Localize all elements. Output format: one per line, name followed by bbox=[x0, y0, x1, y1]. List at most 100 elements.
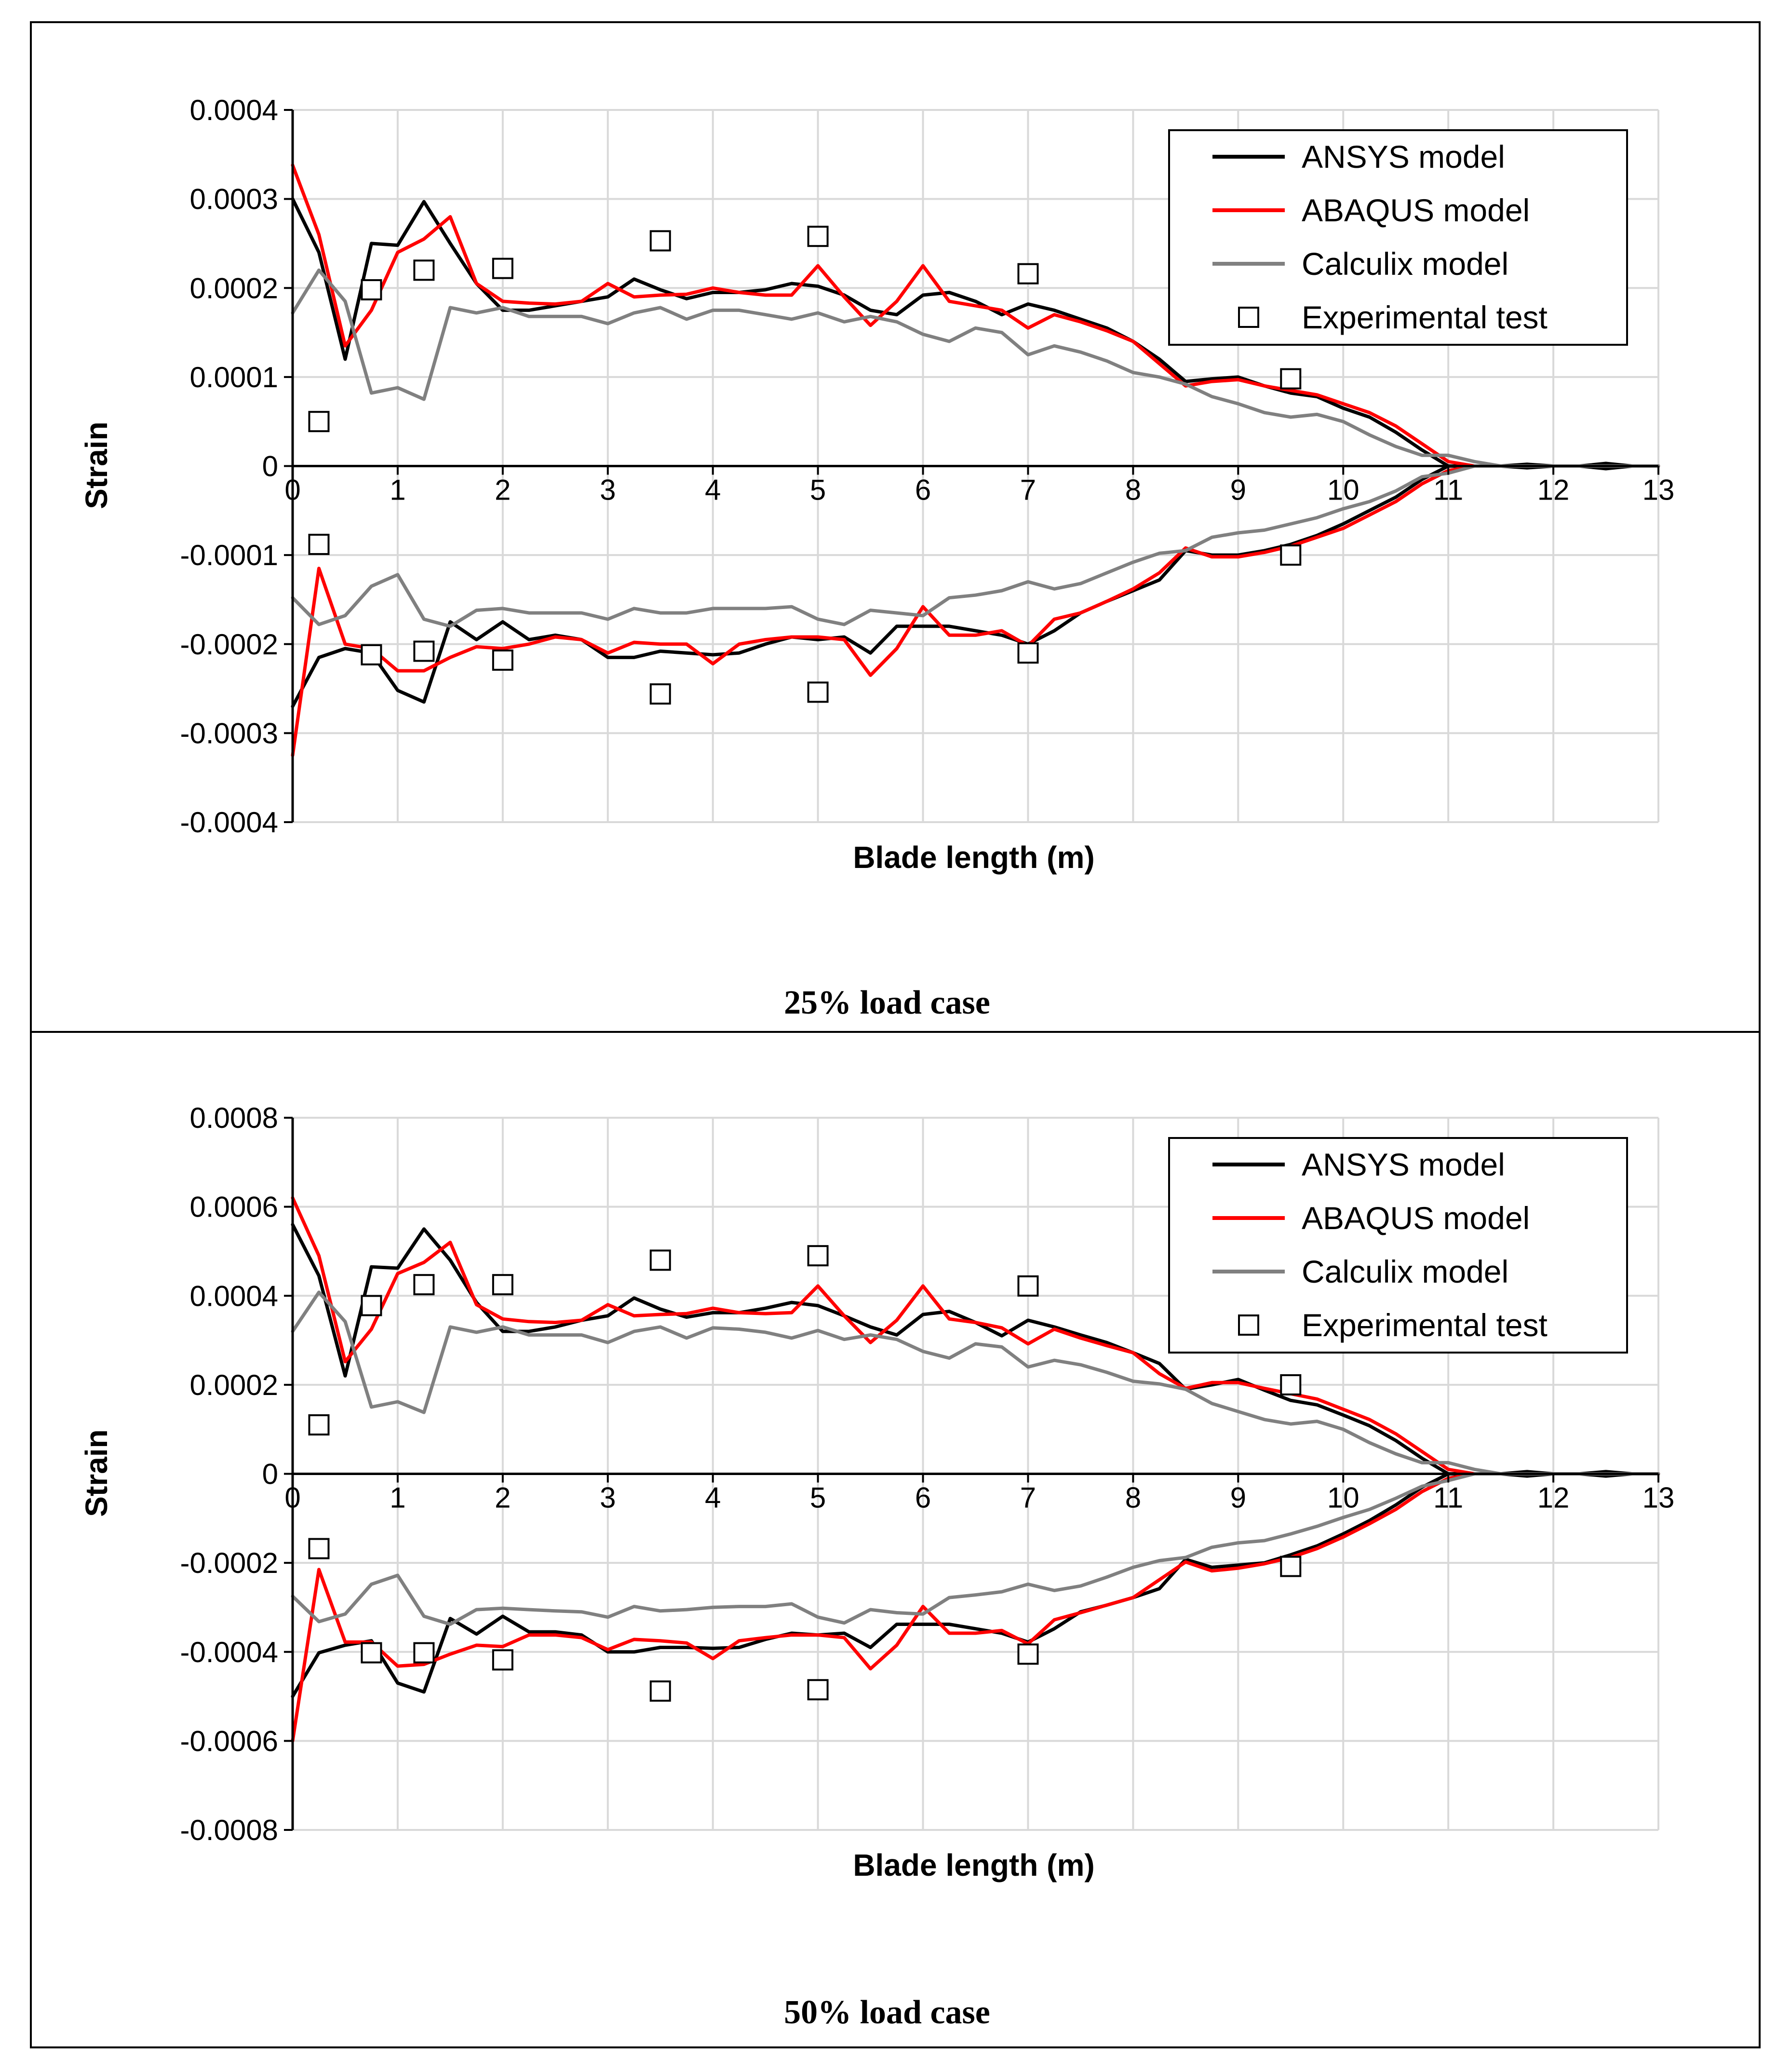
y-tick-label: 0.0002 bbox=[189, 1369, 278, 1401]
y-tick-labels: -0.0008 -0.0006 -0.0004 -0.0002 0 0.0002 0.000… bbox=[180, 1102, 279, 1846]
x-tick-label: 8 bbox=[1125, 1482, 1141, 1514]
experimental-marker bbox=[308, 411, 330, 433]
experimental-marker bbox=[649, 1680, 671, 1702]
y-tick-label: 0.0001 bbox=[189, 361, 278, 393]
experimental-marker bbox=[1280, 1556, 1302, 1577]
axes bbox=[284, 1117, 1659, 1831]
experimental-marker bbox=[361, 279, 382, 300]
x-axis-title: Blade length (m) bbox=[853, 840, 1094, 875]
x-tick-label: 4 bbox=[705, 474, 721, 506]
y-tick-label: 0.0004 bbox=[189, 1280, 278, 1312]
y-tick-label: 0.0003 bbox=[189, 183, 278, 216]
x-tick-label: 4 bbox=[705, 1482, 721, 1514]
calculix-model-line-upper bbox=[291, 268, 1660, 468]
legend-label-experimental-test: Experimental test bbox=[1302, 299, 1548, 335]
experimental-marker bbox=[1017, 263, 1039, 284]
x-tick-label: 12 bbox=[1537, 474, 1570, 506]
x-tick-labels: 0 1 2 3 4 5 6 7 8 9 10 11 12 13 bbox=[284, 1482, 1674, 1514]
legend-label-calculix-model: Calculix model bbox=[1302, 246, 1508, 282]
experimental-marker bbox=[1017, 1275, 1039, 1297]
y-tick-label: 0 bbox=[262, 450, 278, 483]
experimental-marker bbox=[413, 640, 435, 662]
x-tick-label: 0 bbox=[284, 474, 300, 506]
x-tick-label: 10 bbox=[1327, 1482, 1360, 1514]
y-tick-label: 0.0008 bbox=[189, 1102, 278, 1134]
x-tick-label: 5 bbox=[810, 1482, 826, 1514]
legend-label-abaqus-model: ABAQUS model bbox=[1302, 1200, 1530, 1236]
legend-label-calculix-model: Calculix model bbox=[1302, 1254, 1508, 1289]
experimental-marker bbox=[649, 1249, 671, 1271]
legend-swatch-experimental-test bbox=[1238, 307, 1259, 328]
y-axis-title: Strain bbox=[79, 421, 114, 509]
experimental-marker bbox=[492, 1649, 513, 1671]
y-tick-label: 0 bbox=[262, 1458, 278, 1490]
experimental-marker bbox=[807, 226, 829, 247]
experimental-marker bbox=[1280, 544, 1302, 566]
x-tick-label: 2 bbox=[495, 474, 511, 506]
experimental-marker bbox=[807, 681, 829, 703]
x-tick-label: 2 bbox=[495, 1482, 511, 1514]
x-tick-label: 9 bbox=[1230, 474, 1246, 506]
x-tick-label: 7 bbox=[1020, 1482, 1036, 1514]
y-tick-label: -0.0004 bbox=[180, 1636, 279, 1668]
y-tick-label: -0.0002 bbox=[180, 1547, 279, 1579]
experimental-marker bbox=[649, 230, 671, 252]
panel-caption: 25% load case bbox=[784, 984, 990, 1021]
experimental-marker bbox=[413, 1642, 435, 1664]
y-tick-labels: -0.0004 -0.0003 -0.0002 -0.0001 0 0.0001 0.000… bbox=[180, 94, 279, 839]
y-tick-label: -0.0002 bbox=[180, 628, 279, 661]
legend-label-ansys-model: ANSYS model bbox=[1302, 1147, 1505, 1182]
x-tick-label: 11 bbox=[1433, 1482, 1463, 1514]
x-tick-label: 6 bbox=[915, 1482, 931, 1514]
plot-area bbox=[291, 163, 1660, 757]
legend-label-abaqus-model: ABAQUS model bbox=[1302, 192, 1530, 228]
x-tick-label: 13 bbox=[1642, 1482, 1675, 1514]
legend-swatch-experimental-test bbox=[1238, 1314, 1259, 1336]
abaqus-model-line-lower bbox=[291, 1472, 1660, 1743]
abaqus-model-line-upper bbox=[291, 163, 1660, 468]
calculix-model-line-lower bbox=[291, 1472, 1660, 1626]
plot-area bbox=[291, 1196, 1660, 1743]
experimental-marker bbox=[308, 1538, 330, 1559]
x-tick-label: 3 bbox=[600, 1482, 616, 1514]
legend: ANSYS model ABAQUS model Calculix model Exp… bbox=[1168, 1137, 1628, 1354]
y-tick-label: -0.0004 bbox=[180, 806, 279, 839]
experimental-marker bbox=[1280, 1374, 1302, 1395]
y-tick-label: 0.0002 bbox=[189, 272, 278, 304]
x-tick-label: 12 bbox=[1537, 1482, 1570, 1514]
x-tick-label: 5 bbox=[810, 474, 826, 506]
experimental-marker bbox=[413, 1274, 435, 1296]
y-tick-label: 0.0004 bbox=[189, 94, 278, 126]
x-tick-label: 7 bbox=[1020, 474, 1036, 506]
x-tick-label: 0 bbox=[284, 1482, 300, 1514]
abaqus-model-line-upper bbox=[291, 1196, 1660, 1476]
experimental-marker bbox=[492, 257, 513, 279]
experimental-marker bbox=[308, 533, 330, 555]
x-tick-label: 1 bbox=[390, 474, 405, 506]
y-axis-title: Strain bbox=[79, 1429, 114, 1517]
experimental-marker bbox=[1017, 1643, 1039, 1665]
y-tick-label: 0.0006 bbox=[189, 1191, 278, 1223]
x-tick-label: 1 bbox=[390, 1482, 405, 1514]
experimental-marker bbox=[361, 644, 382, 665]
abaqus-model-line-lower bbox=[291, 464, 1660, 757]
legend: ANSYS model ABAQUS model Calculix model Exp… bbox=[1168, 129, 1628, 346]
x-tick-labels: 0 1 2 3 4 5 6 7 8 9 10 11 12 13 bbox=[284, 474, 1674, 506]
experimental-marker bbox=[492, 649, 513, 671]
calculix-model-line-lower bbox=[291, 464, 1660, 628]
experimental-marker bbox=[361, 1295, 382, 1316]
experimental-marker bbox=[361, 1642, 382, 1664]
calculix-model-line-upper bbox=[291, 1290, 1660, 1476]
chart-panel-50-load: 0 1 2 3 4 5 6 7 8 9 10 11 12 13 -0.0008-0.0006-0.0004… bbox=[79, 1102, 1674, 2031]
experimental-marker bbox=[1280, 368, 1302, 390]
x-tick-label: 13 bbox=[1642, 474, 1675, 506]
axes bbox=[284, 109, 1659, 823]
x-tick-label: 11 bbox=[1433, 474, 1463, 506]
y-tick-label: -0.0006 bbox=[180, 1725, 279, 1757]
x-tick-label: 8 bbox=[1125, 474, 1141, 506]
chart-panel-25-load: 0 1 2 3 4 5 6 7 8 9 10 11 12 13 -0.0004-0.0003-0.0002… bbox=[79, 94, 1674, 1021]
x-axis-title: Blade length (m) bbox=[853, 1848, 1094, 1882]
experimental-marker bbox=[807, 1679, 829, 1701]
experimental-marker bbox=[492, 1274, 513, 1296]
